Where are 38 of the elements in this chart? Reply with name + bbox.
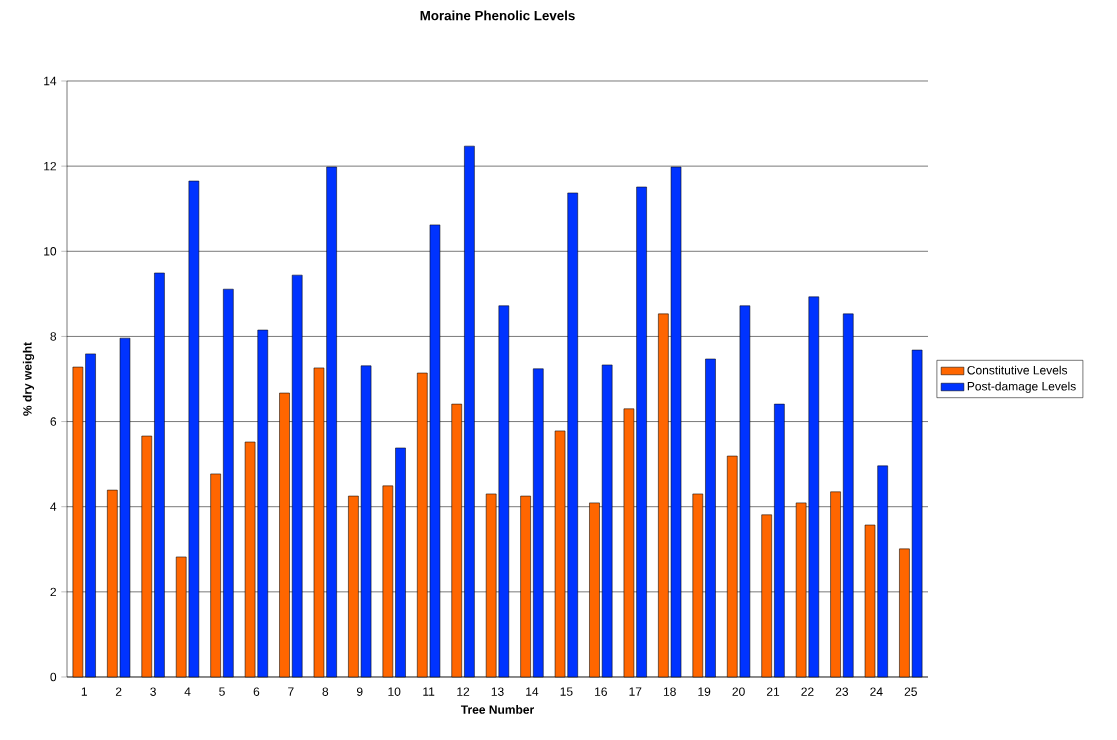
x-tick-label: 4 (184, 687, 191, 696)
x-tick-label: 13 (491, 687, 504, 696)
x-tick-label: 19 (698, 687, 711, 696)
y-axis-title: % dry weight (22, 342, 35, 416)
x-tick-label: 16 (595, 687, 607, 696)
x-tick-label: 20 (732, 687, 745, 696)
x-tick-label: 6 (253, 687, 260, 696)
y-tick-label: 2 (50, 587, 56, 597)
x-tick-label: 25 (904, 687, 917, 696)
x-tick-label: 2 (115, 687, 122, 696)
x-tick-label: 3 (150, 687, 156, 696)
legend-label: Post-damage Levels (967, 381, 1076, 393)
x-tick-label: 11 (423, 687, 435, 696)
x-tick-label: 17 (629, 687, 642, 696)
x-tick-label: 15 (560, 687, 573, 696)
y-tick-label: 0 (50, 672, 57, 682)
x-axis-title: Tree Number (460, 705, 534, 714)
legend-label: Constitutive Levels (967, 365, 1068, 375)
x-tick-label: 18 (663, 687, 676, 696)
x-tick-label: 24 (870, 687, 883, 696)
y-tick-label: 12 (44, 161, 56, 171)
x-tick-label: 22 (801, 687, 814, 696)
y-tick-label: 10 (44, 247, 57, 256)
x-tick-label: 14 (526, 687, 539, 696)
x-tick-label: 9 (356, 687, 363, 696)
y-tick-label: 6 (50, 417, 57, 426)
x-tick-label: 8 (322, 687, 329, 696)
x-tick-label: 23 (835, 687, 849, 696)
x-tick-label: 10 (388, 687, 401, 696)
x-tick-label: 7 (288, 687, 294, 696)
x-tick-label: 5 (219, 687, 225, 696)
chart-title: Moraine Phenolic Levels (420, 10, 575, 21)
y-tick-label: 4 (50, 502, 57, 511)
x-tick-label: 21 (766, 687, 780, 696)
x-tick-label: 1 (81, 687, 87, 696)
y-tick-label: 14 (44, 76, 57, 86)
y-tick-label: 8 (50, 332, 57, 341)
x-tick-label: 12 (457, 687, 470, 696)
